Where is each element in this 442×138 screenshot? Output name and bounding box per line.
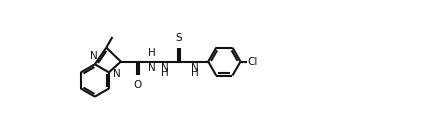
Text: Cl: Cl: [248, 57, 258, 67]
Text: H: H: [191, 68, 198, 79]
Text: H: H: [161, 68, 169, 79]
Text: N: N: [191, 63, 198, 73]
Text: N: N: [90, 51, 98, 61]
Text: N: N: [113, 69, 121, 79]
Text: O: O: [133, 80, 142, 90]
Text: N: N: [161, 63, 169, 73]
Text: S: S: [176, 33, 183, 43]
Text: H: H: [148, 48, 156, 59]
Text: N: N: [148, 63, 156, 73]
